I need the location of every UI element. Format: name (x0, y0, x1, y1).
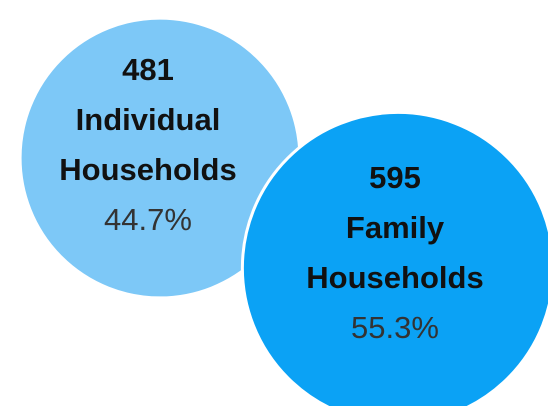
bubble-value: 595 (369, 160, 421, 195)
bubble-share: 44.7% (104, 202, 192, 237)
bubble-value: 481 (122, 52, 174, 87)
bubble-category: Family Households (306, 210, 483, 295)
bubble-share: 55.3% (351, 310, 439, 345)
bubble (240, 110, 548, 406)
bubble-category: Individual Households (59, 102, 236, 187)
